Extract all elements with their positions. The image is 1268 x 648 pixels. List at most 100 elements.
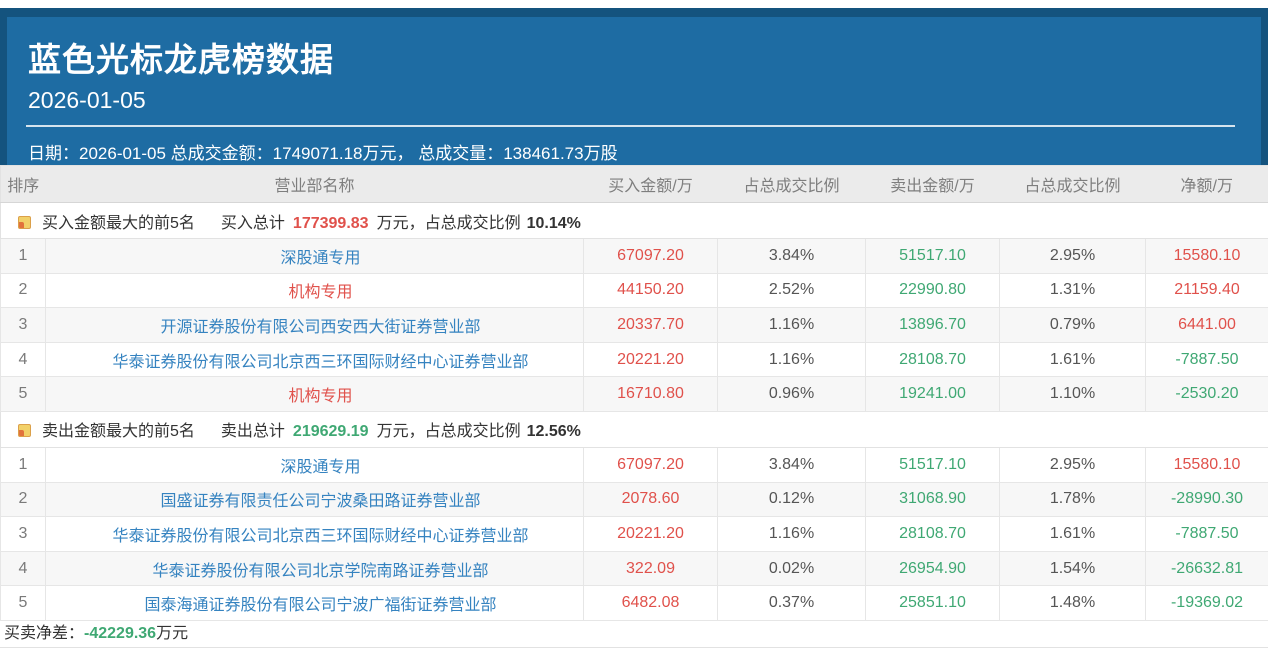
table-row: 3 华泰证券股份有限公司北京西三环国际财经中心证券营业部 20221.20 1.16%… [0, 516, 1268, 552]
table-row: 1 深股通专用 67097.20 3.84% 51517.10 2.95% 15580.10 [0, 446, 1268, 483]
rank-cell: 5 [0, 585, 46, 621]
broker-name-cell[interactable]: 华泰证券股份有限公司北京西三环国际财经中心证券营业部 [45, 341, 584, 378]
sell-pct-cell: 1.10% [999, 376, 1146, 412]
col-header-sell-amount: 卖出金额/万 [865, 165, 1000, 203]
broker-name-cell[interactable]: 华泰证券股份有限公司北京学院南路证券营业部 [45, 550, 584, 587]
sell-pct-cell: 2.95% [999, 238, 1146, 274]
sell-section-rows: 1 深股通专用 67097.20 3.84% 51517.10 2.95% 15580.10… [0, 446, 1268, 621]
buy-pct-cell: 1.16% [717, 516, 866, 552]
sell-amount-cell: 51517.10 [865, 446, 1000, 483]
net-amount-cell: -2530.20 [1145, 376, 1268, 412]
net-diff-value: -42229.36 [84, 624, 157, 642]
lhb-data-table: 排序 营业部名称 买入金额/万 占总成交比例 卖出金额/万 占总成交比例 净额/… [0, 165, 1268, 621]
table-row: 2 机构专用 44150.20 2.52% 22990.80 1.31% 21159.40 [0, 272, 1268, 309]
buy-amount-cell: 2078.60 [583, 481, 718, 518]
buy-amount-cell: 44150.20 [583, 272, 718, 309]
section-total-label: 买入总计 [220, 214, 285, 232]
col-header-sell-pct: 占总成交比例 [999, 165, 1146, 203]
buy-section-header: 买入金额最大的前5名 买入总计 177399.83 万元，占总成交比例 10.14% [0, 202, 1268, 239]
sell-pct-cell: 1.61% [999, 516, 1146, 552]
section-pct-value: 12.56% [526, 423, 581, 441]
buy-amount-cell: 20221.20 [583, 341, 718, 378]
summary-line: 日期：2026-01-05 总成交金额：1749071.18万元， 总成交量：1… [28, 144, 618, 163]
sell-amount-cell: 51517.10 [865, 238, 1000, 274]
buy-amount-cell: 20221.20 [583, 516, 718, 552]
section-total-value: 177399.83 [292, 214, 369, 232]
net-amount-cell: -26632.81 [1145, 550, 1268, 587]
net-amount-cell: -7887.50 [1145, 516, 1268, 552]
net-amount-cell: 15580.10 [1145, 238, 1268, 274]
section-pct-value: 10.14% [526, 214, 581, 232]
broker-name-cell[interactable]: 华泰证券股份有限公司北京西三环国际财经中心证券营业部 [45, 516, 584, 552]
sell-amount-cell: 28108.70 [865, 516, 1000, 552]
table-row: 3 开源证券股份有限公司西安西大街证券营业部 20337.70 1.16% 13896.… [0, 307, 1268, 343]
net-amount-cell: 21159.40 [1145, 272, 1268, 309]
rank-cell: 4 [0, 341, 46, 378]
rank-cell: 1 [0, 446, 46, 483]
rank-cell: 3 [0, 516, 46, 552]
buy-amount-cell: 322.09 [583, 550, 718, 587]
rank-cell: 2 [0, 481, 46, 518]
buy-pct-cell: 1.16% [717, 341, 866, 378]
table-row: 5 机构专用 16710.80 0.96% 19241.00 1.10% -2530.20 [0, 376, 1268, 412]
rank-cell: 5 [0, 376, 46, 412]
page-header: 蓝色光标龙虎榜数据 2026-01-05 日期：2026-01-05 总成交金额… [0, 8, 1268, 165]
table-row: 4 华泰证券股份有限公司北京西三环国际财经中心证券营业部 20221.20 1.16%… [0, 341, 1268, 378]
buy-amount-cell: 67097.20 [583, 446, 718, 483]
broker-name-cell: 机构专用 [45, 376, 584, 412]
sell-amount-cell: 13896.70 [865, 307, 1000, 343]
table-row: 4 华泰证券股份有限公司北京学院南路证券营业部 322.09 0.02% 26954.9… [0, 550, 1268, 587]
sell-amount-cell: 19241.00 [865, 376, 1000, 412]
sell-amount-cell: 26954.90 [865, 550, 1000, 587]
broker-name-cell[interactable]: 深股通专用 [45, 446, 584, 483]
note-icon [18, 424, 31, 438]
sell-pct-cell: 1.48% [999, 585, 1146, 621]
page-title: 蓝色光标龙虎榜数据 [28, 41, 334, 78]
section-tail-label: 万元，占总成交比例 [376, 423, 521, 441]
section-total-value: 219629.19 [292, 423, 369, 441]
buy-pct-cell: 3.84% [717, 238, 866, 274]
buy-amount-cell: 16710.80 [583, 376, 718, 412]
sell-pct-cell: 1.61% [999, 341, 1146, 378]
sell-amount-cell: 25851.10 [865, 585, 1000, 621]
buy-amount-cell: 6482.08 [583, 585, 718, 621]
sell-pct-cell: 1.54% [999, 550, 1146, 587]
broker-name-cell[interactable]: 深股通专用 [45, 238, 584, 274]
net-amount-cell: -7887.50 [1145, 341, 1268, 378]
broker-name-cell[interactable]: 开源证券股份有限公司西安西大街证券营业部 [45, 307, 584, 343]
sell-pct-cell: 2.95% [999, 446, 1146, 483]
buy-pct-cell: 3.84% [717, 446, 866, 483]
table-row: 2 国盛证券有限责任公司宁波桑田路证券营业部 2078.60 0.12% 31068.9… [0, 481, 1268, 518]
rank-cell: 3 [0, 307, 46, 343]
buy-section-rows: 1 深股通专用 67097.20 3.84% 51517.10 2.95% 15580.10… [0, 238, 1268, 412]
sell-amount-cell: 31068.90 [865, 481, 1000, 518]
col-header-buy-pct: 占总成交比例 [717, 165, 866, 203]
col-header-net: 净额/万 [1145, 165, 1268, 203]
buy-pct-cell: 0.12% [717, 481, 866, 518]
section-tail-label: 万元，占总成交比例 [376, 214, 521, 232]
section-title: 卖出金额最大的前5名 [42, 423, 195, 441]
rank-cell: 4 [0, 550, 46, 587]
net-diff-unit: 万元 [156, 624, 189, 642]
table-header-row: 排序 营业部名称 买入金额/万 占总成交比例 卖出金额/万 占总成交比例 净额/… [0, 165, 1268, 203]
note-icon [18, 215, 31, 229]
broker-name-cell[interactable]: 国盛证券有限责任公司宁波桑田路证券营业部 [45, 481, 584, 518]
net-difference-line: 买卖净差：-42229.36万元 [0, 621, 1268, 648]
buy-amount-cell: 20337.70 [583, 307, 718, 343]
rank-cell: 1 [0, 238, 46, 274]
net-amount-cell: -19369.02 [1145, 585, 1268, 621]
buy-pct-cell: 0.37% [717, 585, 866, 621]
net-diff-label: 买卖净差： [4, 624, 85, 642]
buy-pct-cell: 0.96% [717, 376, 866, 412]
header-divider [26, 125, 1235, 127]
rank-cell: 2 [0, 272, 46, 309]
col-header-buy-amount: 买入金额/万 [583, 165, 718, 203]
broker-name-cell[interactable]: 国泰海通证券股份有限公司宁波广福街证券营业部 [45, 585, 584, 621]
col-header-rank: 排序 [0, 165, 46, 203]
table-row: 1 深股通专用 67097.20 3.84% 51517.10 2.95% 15580.10 [0, 238, 1268, 274]
net-amount-cell: 15580.10 [1145, 446, 1268, 483]
sell-amount-cell: 22990.80 [865, 272, 1000, 309]
sell-amount-cell: 28108.70 [865, 341, 1000, 378]
buy-pct-cell: 2.52% [717, 272, 866, 309]
sell-section-header: 卖出金额最大的前5名 卖出总计 219629.19 万元，占总成交比例 12.56% [0, 410, 1268, 448]
